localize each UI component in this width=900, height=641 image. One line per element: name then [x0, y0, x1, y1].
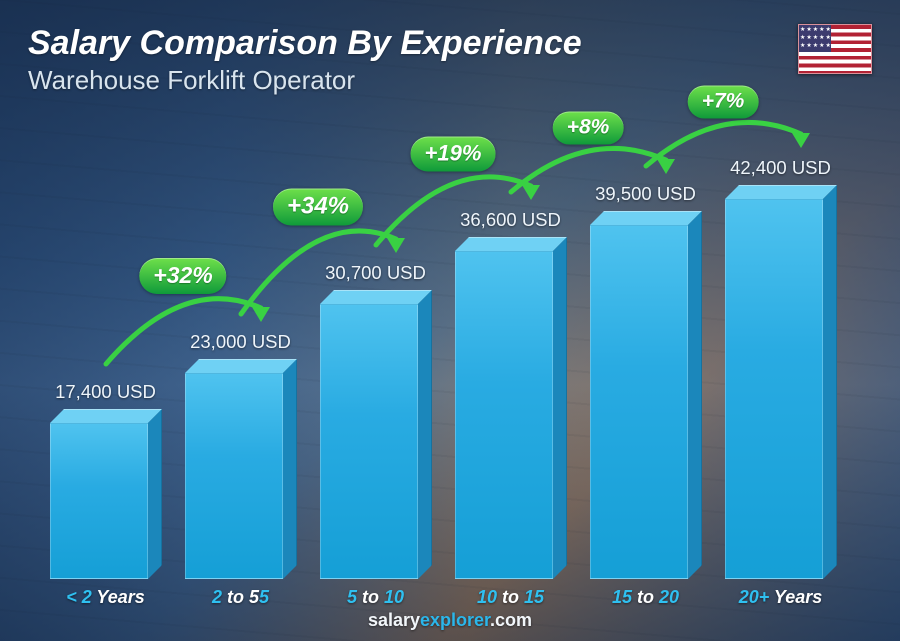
- page-title: Salary Comparison By Experience: [28, 24, 872, 63]
- pct-increase-badge: +8%: [553, 112, 624, 145]
- salary-bar-chart: 17,400 USD< 2 Years23,000 USD2 to 5530,7…: [38, 120, 850, 579]
- bar: [50, 409, 162, 579]
- pct-increase-badge: +34%: [273, 189, 363, 226]
- pct-increase-badge: +19%: [411, 137, 496, 172]
- bar: [455, 237, 567, 579]
- bar: [590, 211, 702, 579]
- bar-category-label: 2 to 55: [212, 587, 269, 608]
- bar-slot: 42,400 USD20+ Years: [713, 131, 848, 579]
- bar-category-label: 10 to 15: [477, 587, 544, 608]
- brand-suffix: .com: [490, 610, 532, 630]
- country-flag-icon: [798, 24, 872, 74]
- brand-accent: explorer: [420, 610, 490, 630]
- bar-value-label: 17,400 USD: [55, 381, 156, 403]
- pct-increase-badge: +32%: [139, 258, 226, 294]
- bar-category-label: 5 to 10: [347, 587, 404, 608]
- footer-brand: salaryexplorer.com: [0, 610, 900, 631]
- bar: [320, 290, 432, 579]
- pct-increase-badge: +7%: [688, 86, 759, 119]
- bar-category-label: < 2 Years: [66, 587, 145, 608]
- bar: [725, 185, 837, 579]
- bar-category-label: 20+ Years: [739, 587, 823, 608]
- bar-category-label: 15 to 20: [612, 587, 679, 608]
- bar: [185, 359, 297, 579]
- brand-prefix: salary: [368, 610, 420, 630]
